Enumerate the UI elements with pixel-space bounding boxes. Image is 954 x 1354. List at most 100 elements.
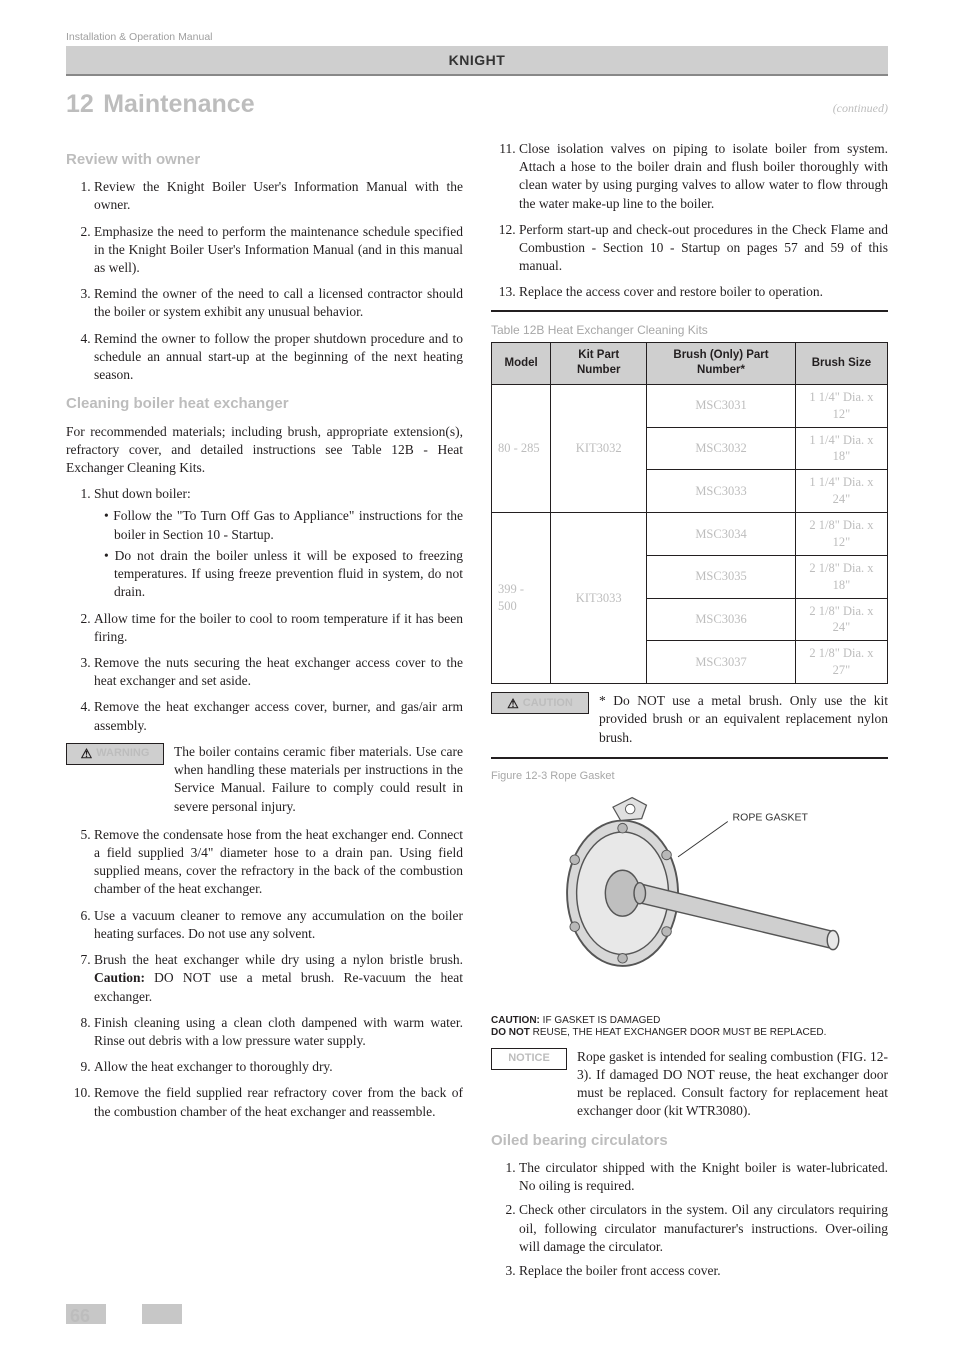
caution-text: * Do NOT use a metal brush. Only use the… — [599, 692, 888, 747]
td: MSC3034 — [647, 513, 796, 556]
cleaning-list: Shut down boiler: Follow the "To Turn Of… — [66, 485, 463, 735]
td: MSC3035 — [647, 555, 796, 598]
caution-label: ⚠ CAUTION — [491, 692, 589, 714]
two-column-layout: Review with owner Review the Knight Boil… — [66, 140, 888, 1286]
header-left: Installation & Operation Manual — [66, 30, 213, 44]
section-title: Maintenance — [103, 90, 254, 118]
list-item: Emphasize the need to perform the mainte… — [94, 223, 463, 278]
list-text: Shut down boiler: — [94, 486, 191, 501]
fig-note-caution: CAUTION: — [491, 1015, 540, 1026]
td: MSC3031 — [647, 384, 796, 427]
figure-note: CAUTION: IF GASKET IS DAMAGED DO NOT REU… — [491, 1015, 888, 1040]
sub-bullets: Follow the "To Turn Off Gas to Appliance… — [94, 507, 463, 601]
warning-label-text: WARNING — [96, 746, 149, 761]
td: 1 1/4" Dia. x 12" — [795, 384, 887, 427]
list-item: Remove the nuts securing the heat exchan… — [94, 654, 463, 690]
th-model: Model — [492, 342, 551, 384]
fig-note-t1: IF GASKET IS DAMAGED — [540, 1015, 660, 1026]
list-item: Allow the heat exchanger to thoroughly d… — [94, 1058, 463, 1076]
rope-gasket-figure: ROPE GASKET — [491, 788, 888, 1008]
list-item: Shut down boiler: Follow the "To Turn Of… — [94, 485, 463, 601]
list-item: Remove the heat exchanger access cover, … — [94, 698, 463, 734]
table-row: 399 - 500 KIT3033 MSC3034 2 1/8" Dia. x … — [492, 513, 888, 556]
td: 2 1/8" Dia. x 27" — [795, 641, 887, 684]
td: MSC3032 — [647, 427, 796, 470]
td: MSC3033 — [647, 470, 796, 513]
brand-logo: KNIGHT — [449, 51, 506, 70]
caution-block: ⚠ CAUTION * Do NOT use a metal brush. On… — [491, 692, 888, 747]
td: 2 1/8" Dia. x 18" — [795, 555, 887, 598]
list-item: Finish cleaning using a clean cloth damp… — [94, 1014, 463, 1050]
list-item: Replace the access cover and restore boi… — [519, 283, 888, 301]
divider — [491, 310, 888, 312]
continued-label: (continued) — [833, 100, 888, 116]
td-model: 399 - 500 — [492, 513, 551, 684]
warning-block: ⚠ WARNING The boiler contains ceramic fi… — [66, 743, 463, 816]
th-brush: Brush (Only) Part Number* — [647, 342, 796, 384]
td: MSC3037 — [647, 641, 796, 684]
notice-block: NOTICE Rope gasket is intended for seali… — [491, 1048, 888, 1121]
warning-icon: ⚠ — [507, 697, 519, 710]
td-model: 80 - 285 — [492, 384, 551, 512]
footer: 66 — [66, 1304, 888, 1324]
fig-note-t2: REUSE, THE HEAT EXCHANGER DOOR MUST BE R… — [530, 1027, 827, 1038]
list-item: Replace the boiler front access cover. — [519, 1262, 888, 1280]
page-number: 66 — [66, 1304, 106, 1324]
kit-table: Model Kit Part Number Brush (Only) Part … — [491, 342, 888, 684]
notice-label-text: NOTICE — [508, 1051, 550, 1066]
right-column: Close isolation valves on piping to isol… — [491, 140, 888, 1286]
th-size: Brush Size — [795, 342, 887, 384]
figure-box: ROPE GASKET CAUTION: IF GASKET IS DAMAGE… — [491, 788, 888, 1040]
list-item: Close isolation valves on piping to isol… — [519, 140, 888, 213]
subhead-cleaning: Cleaning boiler heat exchanger — [66, 394, 463, 414]
circulator-list: The circulator shipped with the Knight b… — [491, 1159, 888, 1280]
section-number: 12 — [66, 90, 94, 118]
footer-blank — [142, 1304, 182, 1324]
td: 2 1/8" Dia. x 24" — [795, 598, 887, 641]
cleaning-list-cont2: Close isolation valves on piping to isol… — [491, 140, 888, 302]
bullet-item: Follow the "To Turn Off Gas to Appliance… — [104, 507, 463, 543]
cleaning-intro: For recommended materials; including bru… — [66, 423, 463, 478]
td: MSC3036 — [647, 598, 796, 641]
header-bar: KNIGHT — [66, 46, 888, 76]
list-item: Brush the heat exchanger while dry using… — [94, 951, 463, 1006]
list-item: Remove the condensate hose from the heat… — [94, 826, 463, 899]
warning-icon: ⚠ — [81, 747, 93, 760]
warning-label: ⚠ WARNING — [66, 743, 164, 765]
td: 2 1/8" Dia. x 12" — [795, 513, 887, 556]
table-row: 80 - 285 KIT3032 MSC3031 1 1/4" Dia. x 1… — [492, 384, 888, 427]
caution-label-text: CAUTION — [523, 696, 573, 711]
table-header-row: Model Kit Part Number Brush (Only) Part … — [492, 342, 888, 384]
bullet-item: Do not drain the boiler unless it will b… — [104, 547, 463, 602]
notice-label: NOTICE — [491, 1048, 567, 1070]
list-item: Remove the field supplied rear refractor… — [94, 1084, 463, 1120]
cleaning-list-cont: Remove the condensate hose from the heat… — [66, 826, 463, 1121]
list-item: Use a vacuum cleaner to remove any accum… — [94, 907, 463, 943]
table-title: Table 12B Heat Exchanger Cleaning Kits — [491, 322, 888, 338]
list-item: Check other circulators in the system. O… — [519, 1201, 888, 1256]
divider — [491, 757, 888, 759]
header-meta: Installation & Operation Manual — [66, 30, 888, 44]
list-item: Allow time for the boiler to cool to roo… — [94, 610, 463, 646]
td: 1 1/4" Dia. x 18" — [795, 427, 887, 470]
list-item: Perform start-up and check-out procedure… — [519, 221, 888, 276]
list-item: Remind the owner of the need to call a l… — [94, 285, 463, 321]
list-item: Review the Knight Boiler User's Informat… — [94, 178, 463, 214]
td-kit: KIT3033 — [551, 513, 647, 684]
figure-caption: Figure 12-3 Rope Gasket — [491, 769, 888, 784]
th-kit: Kit Part Number — [551, 342, 647, 384]
td-kit: KIT3032 — [551, 384, 647, 512]
subhead-circulators: Oiled bearing circulators — [491, 1131, 888, 1151]
fig-note-donot: DO NOT — [491, 1027, 530, 1038]
list-item: Remind the owner to follow the proper sh… — [94, 330, 463, 385]
subhead-review: Review with owner — [66, 150, 463, 170]
list-text: Brush the heat exchanger while dry using… — [94, 952, 463, 1003]
left-column: Review with owner Review the Knight Boil… — [66, 140, 463, 1286]
notice-text: Rope gasket is intended for sealing comb… — [577, 1048, 888, 1121]
warning-text: The boiler contains ceramic fiber materi… — [174, 743, 463, 816]
list-item: The circulator shipped with the Knight b… — [519, 1159, 888, 1195]
owner-list: Review the Knight Boiler User's Informat… — [66, 178, 463, 384]
section-title-row: 12 Maintenance (continued) — [66, 88, 888, 122]
figure-label: ROPE GASKET — [733, 811, 809, 823]
td: 1 1/4" Dia. x 24" — [795, 470, 887, 513]
